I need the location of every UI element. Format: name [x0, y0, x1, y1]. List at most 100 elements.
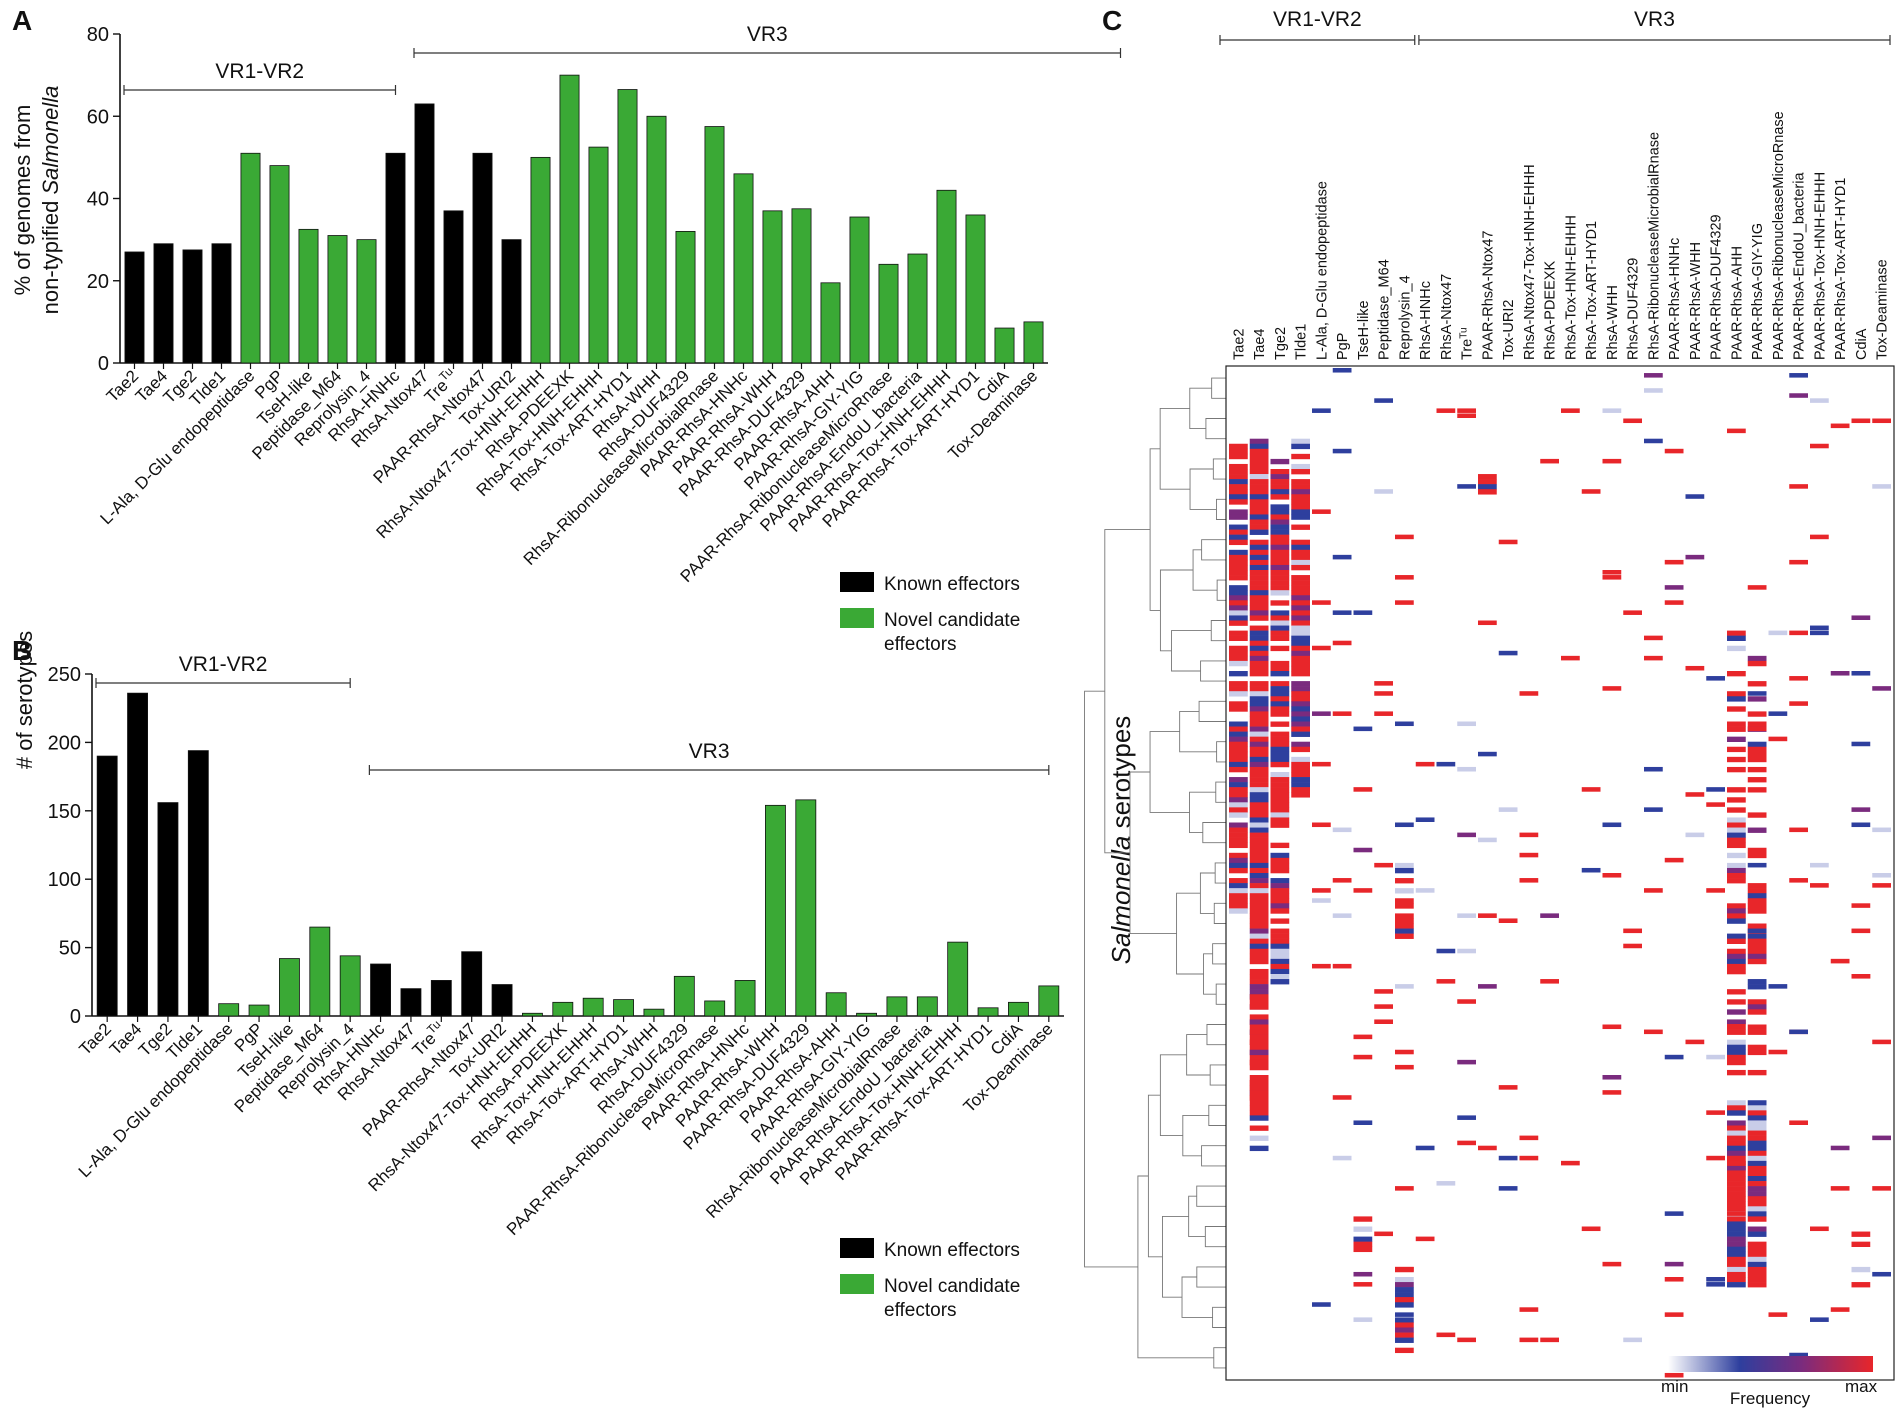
heatmap-cell — [1249, 716, 1269, 722]
heatmap-cell — [1249, 878, 1269, 884]
heatmap-cell — [1395, 1292, 1414, 1298]
heatmap-cell — [1229, 807, 1248, 813]
heatmap-cell — [1270, 549, 1290, 556]
heatmap-cell — [1727, 1145, 1746, 1152]
legend-a-known-label: Known effectors — [884, 574, 1020, 595]
a-ytick-label: 80 — [87, 24, 109, 46]
heatmap-cell — [1312, 509, 1331, 514]
heatmap-cell — [1747, 1196, 1767, 1202]
heatmap-cell — [1747, 1069, 1767, 1076]
heatmap-cell — [1291, 650, 1310, 657]
heatmap-cell — [1747, 1024, 1767, 1030]
heatmap-cell — [1270, 777, 1290, 783]
legend-a-novel-label-2: effectors — [884, 634, 957, 655]
heatmap-cell — [1602, 873, 1622, 878]
dendrogram-branch — [1189, 468, 1217, 510]
heatmap-cell — [1747, 1231, 1767, 1237]
heatmap-cell — [1747, 1191, 1767, 1197]
heatmap-column-label: L-Ala, D-Glu endopeptidase — [1314, 181, 1330, 360]
dendrogram-branch — [1188, 1195, 1206, 1238]
heatmap-cell — [1291, 701, 1310, 707]
heatmap-cell — [1727, 797, 1746, 803]
heatmap-cell — [1353, 787, 1373, 792]
heatmap-cell — [1727, 807, 1746, 813]
heatmap-cell — [1229, 822, 1248, 828]
heatmap-cell — [1747, 741, 1767, 748]
heatmap-cell — [1851, 1231, 1871, 1237]
heatmap-cell — [1395, 575, 1414, 580]
heatmap-cell — [1249, 1145, 1269, 1152]
heatmap-cell — [1540, 1337, 1559, 1343]
heatmap-cell — [1229, 852, 1248, 859]
heatmap-cell — [1249, 772, 1269, 778]
heatmap-cell — [1664, 559, 1684, 565]
heatmap-cell — [1249, 802, 1269, 808]
heatmap-cell — [1249, 585, 1269, 591]
heatmap-cell — [1685, 832, 1705, 838]
heatmap-cell — [1747, 827, 1767, 833]
heatmap-column-label: Tge2 — [1273, 327, 1289, 360]
heatmap-cell — [1706, 1110, 1725, 1115]
heatmap-cell — [1395, 1317, 1414, 1323]
heatmap-cell — [1727, 837, 1746, 843]
heatmap-cell — [1457, 721, 1476, 727]
heatmap-cell — [1727, 903, 1746, 909]
heatmap-cell — [1270, 519, 1290, 525]
heatmap-column-label: PAAR-RhsA-Ntox47 — [1480, 231, 1496, 360]
heatmap-cell — [1644, 373, 1663, 378]
heatmap-cell — [1415, 1236, 1435, 1242]
heatmap-cell — [1727, 968, 1746, 975]
a-bar — [269, 165, 290, 364]
heatmap-column-label: Tlde1 — [1294, 324, 1310, 360]
heatmap-cell — [1270, 474, 1290, 480]
heatmap-cell — [1291, 716, 1310, 722]
legend-b-known-label: Known effectors — [884, 1240, 1020, 1261]
heatmap-cell — [1332, 913, 1352, 918]
dendrogram-branch — [1205, 418, 1226, 440]
heatmap-cell — [1851, 928, 1871, 934]
heatmap-cell — [1291, 630, 1310, 636]
heatmap-cell — [1249, 968, 1269, 975]
heatmap-cell — [1291, 544, 1310, 551]
heatmap-cell — [1229, 534, 1248, 540]
heatmap-cell — [1332, 1155, 1352, 1161]
heatmap-cell — [1229, 802, 1248, 808]
heatmap-cell — [1270, 529, 1290, 535]
b-bar — [582, 997, 604, 1017]
b-bar — [977, 1007, 999, 1017]
panel-label-a: A — [12, 5, 32, 36]
heatmap-cell — [1644, 1029, 1663, 1035]
heatmap-cell — [1498, 807, 1518, 812]
heatmap-cell — [1810, 862, 1829, 868]
heatmap-cell — [1727, 1140, 1746, 1146]
dendrogram-branch — [1202, 822, 1226, 844]
heatmap-cell — [1436, 408, 1456, 413]
heatmap-cell — [1353, 610, 1373, 615]
heatmap-cell — [1747, 1155, 1767, 1162]
heatmap-cell — [1789, 393, 1808, 398]
heatmap-cell — [1229, 453, 1248, 460]
heatmap-cell — [1830, 671, 1850, 676]
heatmap-cell — [1270, 807, 1290, 813]
heatmap-cell — [1706, 676, 1725, 681]
heatmap-cell — [1872, 686, 1891, 691]
heatmap-cell — [1249, 726, 1269, 732]
heatmap-cell — [1249, 792, 1269, 798]
heatmap-column-label: PAAR-RhsA-AHH — [1729, 246, 1745, 360]
heatmap-cell — [1270, 721, 1290, 727]
heatmap-cell — [1291, 671, 1310, 677]
heatmap-cell — [1249, 691, 1269, 697]
heatmap-cell — [1872, 883, 1891, 888]
heatmap-cell — [1498, 918, 1518, 923]
heatmap-cell — [1810, 398, 1829, 403]
heatmap-cell — [1229, 686, 1248, 692]
heatmap-cell — [1270, 524, 1290, 530]
heatmap-cell — [1291, 499, 1310, 505]
colorbar — [1668, 1356, 1873, 1372]
heatmap-cell — [1457, 1140, 1476, 1146]
legend-b-known-swatch — [840, 1238, 874, 1258]
heatmap-cell — [1727, 1044, 1746, 1051]
heatmap-cell — [1457, 1115, 1476, 1120]
a-ytick-label: 60 — [87, 106, 109, 128]
heatmap-cell — [1727, 645, 1746, 652]
